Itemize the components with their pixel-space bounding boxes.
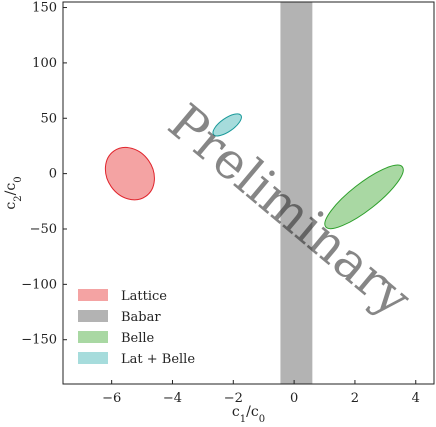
legend-label: Belle [121,331,155,346]
y-axis-label: c2/c0 [3,176,24,209]
legend-swatch [78,289,108,301]
x-tick-label: −2 [224,391,243,406]
y-tick-label: −150 [21,333,57,348]
ellipse-lat-belle [212,113,242,137]
legend-swatch [78,352,108,364]
x-tick-label: 4 [412,391,420,406]
x-tick-label: 0 [290,391,298,406]
x-axis-label: c1/c0 [232,404,265,425]
legend-label: Lattice [121,289,167,304]
legend-label: Lat + Belle [121,352,195,367]
band-babar [280,2,313,384]
y-tick-label: −50 [30,222,57,237]
legend-label: Babar [121,310,161,325]
y-tick-label: 0 [49,167,57,182]
x-tick-label: 2 [351,391,359,406]
ticks-layer: −6 −4 −2 0 2 4 −150 −100 −50 0 50 100 150 [21,1,420,406]
ellipse-lattice [104,146,155,201]
band-layer [280,2,313,384]
y-tick-label: 150 [32,1,57,16]
legend-swatch [78,331,108,343]
x-tick-label: −6 [102,391,121,406]
y-tick-label: −100 [21,277,57,292]
y-tick-label: 50 [40,111,57,126]
legend-swatch [78,310,108,322]
ellipse-belle [324,164,404,230]
legend: Lattice Babar Belle Lat + Belle [78,289,195,367]
ellipse-layer [104,113,404,230]
plot-frame [62,1,435,385]
y-tick-label: 100 [32,56,57,71]
x-tick-label: −4 [163,391,182,406]
